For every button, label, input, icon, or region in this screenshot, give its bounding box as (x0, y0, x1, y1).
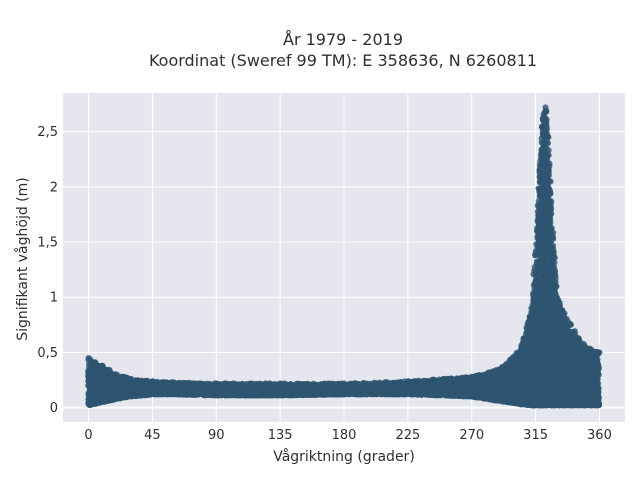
scatter-points (85, 104, 603, 409)
